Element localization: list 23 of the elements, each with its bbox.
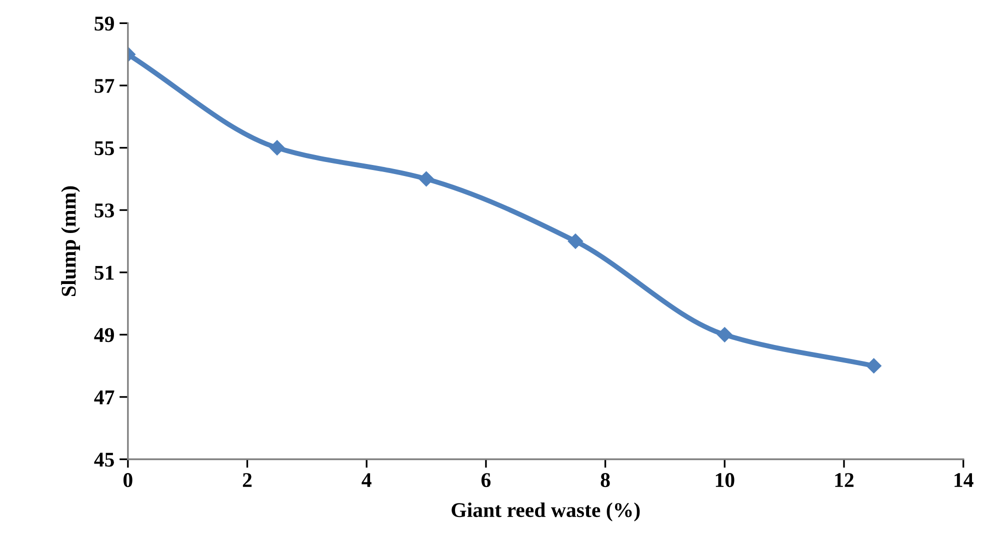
point [866,358,882,374]
y-tick-label: 47 [94,390,114,404]
x-tick-label: 8 [600,473,610,488]
y-tick-label: 55 [94,141,114,156]
y-axis-title: Slump (mm) [61,186,80,296]
y-tick-label: 51 [94,266,114,280]
x-tick-label: 12 [835,473,854,487]
x-tick-label: 2 [242,473,252,487]
y-tick-label: 57 [94,79,114,93]
point [717,327,732,342]
point [568,234,584,249]
x-tick-label: 0 [124,473,132,488]
y-tick-label: 59 [94,16,114,31]
y-tick-label: 45 [94,452,114,467]
point [418,171,434,186]
y-tick-label: 53 [94,204,114,218]
y-tick-label: 49 [94,328,114,342]
x-tick-label: 4 [362,473,372,487]
point [270,140,285,156]
x-tick-label: 10 [716,473,734,488]
x-tick-label: 14 [954,473,974,487]
x-axis-title: Giant reed waste (%) [452,502,640,522]
x-tick-label: 6 [481,473,491,488]
